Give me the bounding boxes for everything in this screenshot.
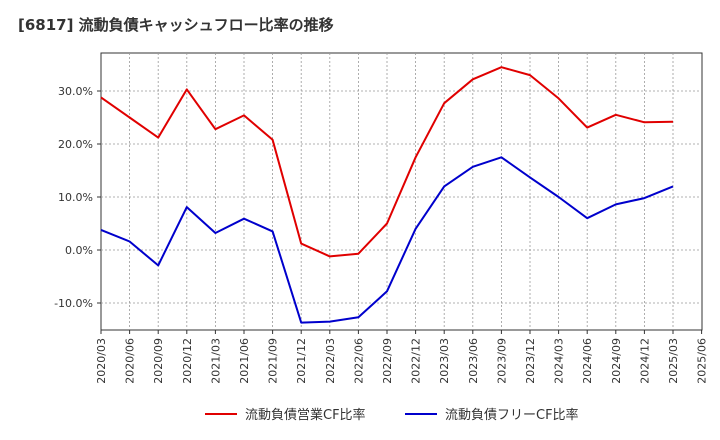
y-tick-label: 30.0%	[58, 85, 93, 98]
legend: 流動負債営業CF比率 流動負債フリーCF比率	[205, 407, 579, 423]
x-tick-label: 2024/09	[610, 338, 623, 384]
grid	[101, 53, 702, 330]
x-tick-label: 2022/03	[324, 338, 337, 384]
legend-label-1: 流動負債営業CF比率	[245, 407, 366, 423]
series-line-1	[100, 66, 674, 258]
x-axis: 2020/03 2020/06 2020/09 2020/12 2021/03 2021/…	[95, 330, 709, 384]
x-tick-label: 2024/12	[638, 338, 651, 384]
y-tick-label: 0.0%	[65, 244, 93, 257]
x-tick-label: 2021/12	[295, 338, 308, 384]
series-line-2	[100, 156, 674, 324]
legend-label-2: 流動負債フリーCF比率	[445, 407, 579, 423]
y-tick-label: 10.0%	[58, 191, 93, 204]
chart-title: [6817] 流動負債キャッシュフロー比率の推移	[18, 16, 334, 34]
x-tick-label: 2023/03	[438, 338, 451, 384]
y-axis: 30.0% 20.0% 10.0% 0.0% -10.0%	[54, 85, 101, 310]
x-tick-label: 2022/09	[381, 338, 394, 384]
x-tick-label: 2021/09	[267, 338, 280, 384]
x-tick-label: 2023/09	[495, 338, 508, 384]
x-tick-label: 2024/03	[553, 338, 566, 384]
x-tick-label: 2023/06	[467, 338, 480, 384]
x-tick-label: 2020/03	[95, 338, 108, 384]
x-tick-label: 2020/09	[152, 338, 165, 384]
x-tick-label: 2025/06	[696, 338, 709, 384]
y-tick-label: 20.0%	[58, 138, 93, 151]
y-tick-label: -10.0%	[54, 297, 93, 310]
x-tick-label: 2025/03	[667, 338, 680, 384]
x-tick-label: 2023/12	[524, 338, 537, 384]
x-tick-label: 2021/03	[209, 338, 222, 384]
series-lines	[100, 66, 674, 324]
x-tick-label: 2020/06	[124, 338, 137, 384]
x-tick-label: 2024/06	[581, 338, 594, 384]
x-tick-label: 2022/06	[352, 338, 365, 384]
x-tick-label: 2022/12	[410, 338, 423, 384]
x-tick-label: 2020/12	[181, 338, 194, 384]
x-tick-label: 2021/06	[238, 338, 251, 384]
